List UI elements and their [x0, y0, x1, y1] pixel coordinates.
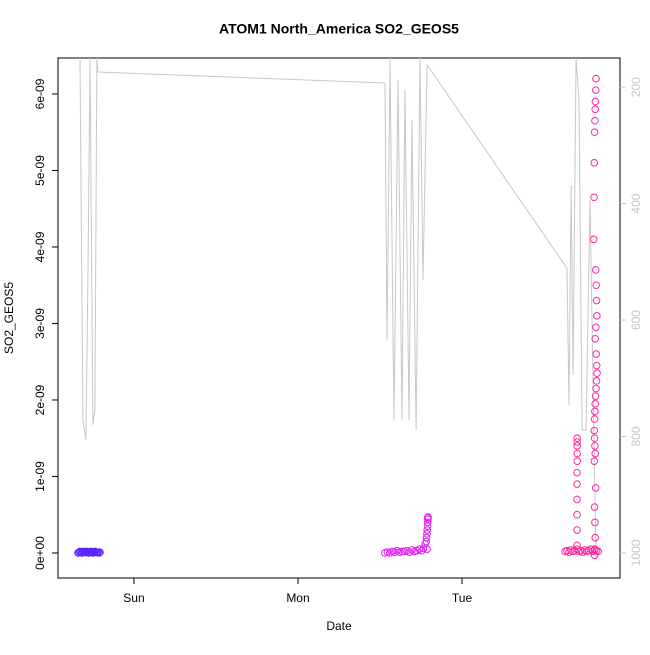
chart-title: ATOM1 North_America SO2_GEOS5 — [219, 21, 459, 37]
y2-tick-label: 800 — [629, 426, 643, 446]
y-tick-label: 6e-09 — [33, 78, 47, 109]
point — [590, 415, 599, 423]
point — [89, 549, 97, 557]
point — [592, 361, 601, 370]
point — [423, 518, 432, 527]
point — [592, 74, 600, 83]
point — [422, 537, 431, 546]
point — [423, 545, 431, 553]
x-tick-label: Sun — [123, 591, 144, 605]
point — [573, 526, 581, 534]
y-tick-label: 5e-09 — [33, 155, 47, 186]
point — [590, 159, 599, 167]
point — [418, 546, 426, 555]
point — [591, 399, 600, 408]
point — [573, 449, 581, 458]
point — [96, 548, 104, 557]
point — [590, 457, 599, 465]
point — [592, 281, 601, 290]
point — [588, 547, 597, 556]
point — [423, 513, 432, 522]
point — [593, 369, 601, 377]
point — [571, 546, 579, 555]
point — [398, 547, 406, 556]
point — [591, 86, 600, 94]
y-tick-label: 3e-09 — [33, 308, 47, 339]
point — [592, 350, 601, 358]
point — [573, 510, 581, 519]
point — [591, 518, 599, 527]
point — [573, 442, 581, 450]
point — [573, 438, 581, 446]
point — [573, 480, 581, 488]
point — [591, 442, 599, 450]
point — [573, 545, 581, 553]
point — [95, 549, 103, 557]
point — [90, 548, 98, 557]
point — [591, 105, 600, 114]
y2-tick-label: 1000 — [629, 539, 643, 566]
point — [591, 116, 599, 125]
point — [91, 547, 99, 556]
y-tick-label: 0e+00 — [33, 536, 47, 570]
point — [88, 548, 96, 557]
x-tick-label: Tue — [452, 591, 473, 605]
point — [423, 526, 432, 534]
point — [591, 533, 600, 542]
point — [591, 484, 600, 492]
point — [591, 392, 600, 400]
point — [573, 468, 581, 477]
point — [591, 449, 600, 458]
point — [405, 548, 414, 557]
point — [567, 546, 575, 554]
y-tick-label: 2e-09 — [33, 384, 47, 415]
point — [422, 533, 431, 542]
point — [573, 495, 581, 504]
point — [589, 235, 598, 244]
line — [79, 58, 597, 560]
y-tick-label: 1e-09 — [33, 461, 47, 492]
y2-tick-label: 600 — [629, 310, 643, 330]
point — [576, 546, 585, 555]
point — [591, 407, 599, 416]
x-axis-label: Date — [326, 619, 352, 633]
y-axis-label: SO2_GEOS5 — [2, 282, 16, 354]
point — [593, 312, 601, 320]
y-tick-label: 4e-09 — [33, 231, 47, 262]
point — [591, 266, 600, 274]
point — [590, 434, 599, 443]
point — [591, 334, 600, 343]
point — [573, 541, 581, 550]
point — [590, 503, 599, 511]
point — [590, 426, 599, 435]
point — [591, 97, 600, 106]
point — [592, 384, 600, 393]
plot-area — [74, 58, 602, 560]
point — [590, 193, 598, 202]
point — [592, 296, 601, 305]
point — [592, 323, 600, 332]
y2-tick-label: 200 — [629, 77, 643, 97]
point — [580, 546, 589, 554]
y2-tick-label: 400 — [629, 193, 643, 213]
point — [563, 546, 571, 555]
point — [590, 551, 599, 560]
plot-frame — [57, 57, 621, 579]
point — [590, 128, 599, 137]
point — [419, 544, 428, 553]
point — [423, 530, 431, 538]
x-tick-label: Mon — [286, 591, 309, 605]
point — [592, 377, 601, 385]
point — [573, 434, 581, 443]
point — [573, 457, 581, 465]
point — [94, 548, 102, 557]
